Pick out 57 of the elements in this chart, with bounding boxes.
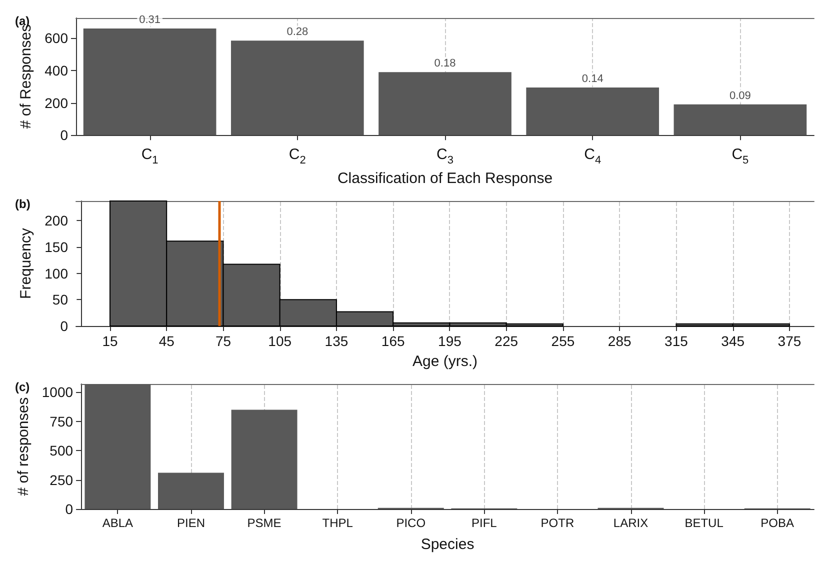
x-axis-title: Species [420,536,474,553]
bar [230,40,364,136]
x-tick-label: BETUL [684,516,724,530]
y-tick-label: 0 [60,318,68,334]
x-tick-label: 255 [551,333,575,349]
x-tick-label: LARIX [613,516,648,530]
bar [83,28,216,136]
bar [674,104,807,136]
y-tick-label: 500 [50,442,74,459]
annotation: 0.28 [286,26,308,38]
annotation: 0.14 [582,72,604,85]
x-tick-label: 75 [215,333,232,349]
x-tick-label: 225 [494,333,518,349]
x-tick-label: 45 [158,333,175,349]
x-tick-label: PICO [396,516,426,530]
x-tick-label: PSME [247,516,282,530]
y-tick-label: 600 [44,30,68,46]
x-tick-label: POBA [760,516,794,530]
bar [378,72,512,136]
x-tick-label: 105 [268,333,292,349]
x-tick-label: 165 [381,333,405,349]
x-tick-label: 375 [778,333,802,349]
y-tick-label: 200 [44,94,68,111]
y-tick-label: 100 [44,265,68,282]
y-tick-label: 750 [50,413,74,430]
chart-title: (b) [15,197,30,211]
x-axis-title: Age (yrs.) [412,353,478,370]
x-tick-label: 15 [102,333,118,349]
bar [231,410,298,509]
x-axis-title: Classification of Each Response [337,170,553,187]
x-tick-label: 285 [608,333,632,349]
y-tick-label: 150 [44,238,68,255]
x-tick-label: 315 [664,333,688,349]
bar [158,472,224,509]
annotation: 0.18 [434,58,456,70]
x-tick-label: ABLA [102,516,134,530]
y-tick-label: 0 [65,501,74,517]
x-tick-label: 135 [324,333,348,349]
y-tick-label: 50 [52,292,68,308]
y-tick-label: 400 [44,62,68,78]
y-tick-label: 200 [44,212,68,229]
bar [526,87,660,136]
chart-title: (c) [15,380,30,394]
y-axis-title: # of responses [15,397,32,496]
annotation: 0.31 [139,14,161,26]
y-tick-label: 1000 [42,384,74,400]
y-axis-title: Frequency [18,228,35,299]
x-tick-label: POTR [540,516,574,530]
x-tick-label: PIEN [176,516,205,530]
x-tick-label: 345 [721,333,745,349]
x-tick-label: THPL [322,516,354,530]
y-tick-label: 250 [50,472,74,488]
x-tick-label: 195 [438,333,462,349]
bar [84,384,151,509]
x-tick-label: PIFL [472,516,498,530]
y-tick-label: 0 [60,127,68,144]
annotation: 0.09 [729,90,751,102]
